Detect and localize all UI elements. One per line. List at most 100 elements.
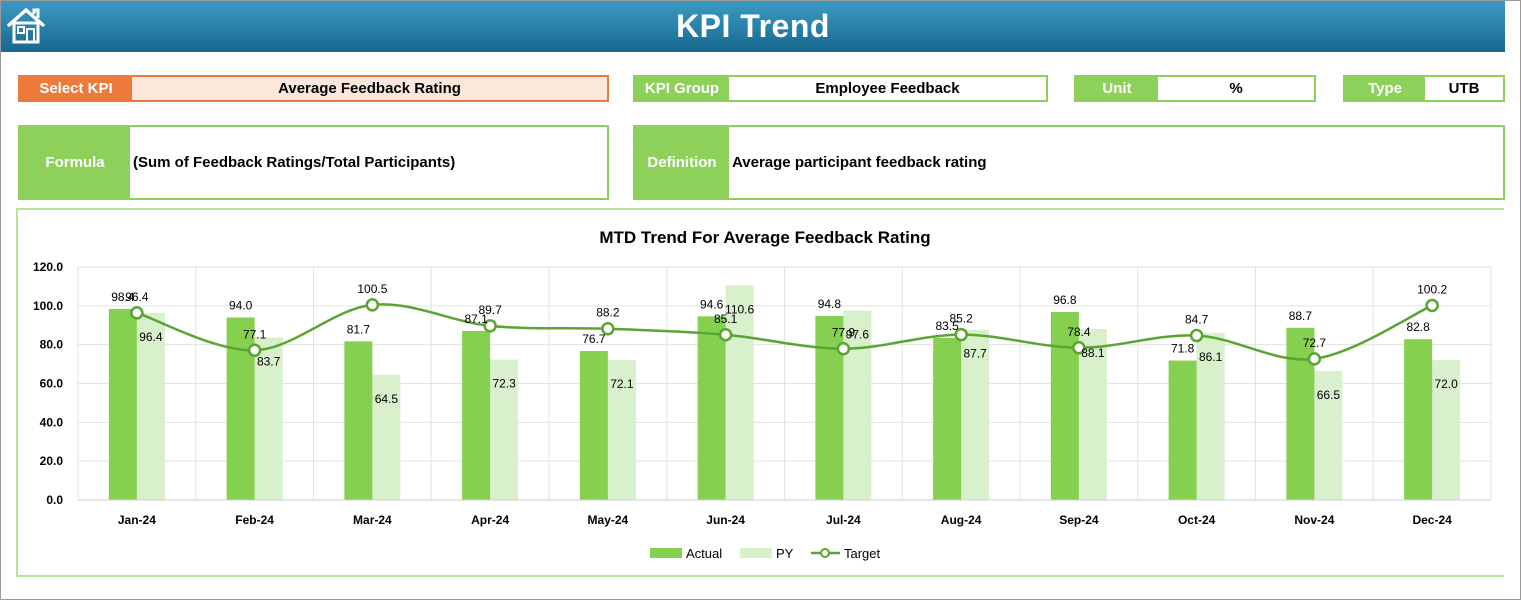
bar-actual (933, 337, 962, 500)
data-label-target: 77.1 (243, 327, 267, 341)
x-tick-label: Dec-24 (1412, 513, 1452, 527)
bar-py (1314, 370, 1343, 500)
target-marker (601, 321, 615, 336)
bar-py (607, 360, 636, 500)
target-marker (365, 298, 380, 312)
definition-label: Definition (635, 127, 729, 198)
target-line (136, 303, 1433, 361)
data-label-py: 96.4 (139, 330, 163, 344)
kpi-group-value: Employee Feedback (815, 80, 960, 97)
unit-field: Unit % (1074, 75, 1316, 102)
data-label-py: 72.0 (1434, 377, 1458, 391)
data-label-target: 78.4 (1067, 325, 1091, 339)
home-icon[interactable] (5, 5, 47, 47)
select-kpi-field[interactable]: Select KPI Average Feedback Rating (18, 75, 609, 102)
unit-value: % (1229, 80, 1243, 97)
data-label-actual: 87.1 (464, 312, 488, 326)
y-tick-label: 60.0 (40, 377, 64, 391)
data-label-py: 97.6 (846, 327, 870, 341)
legend-py-label: PY (776, 546, 794, 561)
data-label-py: 64.5 (375, 392, 399, 406)
legend-target-label: Target (844, 546, 881, 561)
data-label-target: 88.2 (596, 306, 620, 320)
x-tick-label: Jun-24 (706, 513, 745, 527)
kpi-group-field: KPI Group Employee Feedback (633, 75, 1048, 102)
y-tick-label: 80.0 (40, 338, 64, 352)
data-label-actual: 94.8 (818, 297, 842, 311)
x-tick-label: Feb-24 (235, 513, 274, 527)
x-tick-label: May-24 (588, 513, 629, 527)
bar-actual (1168, 360, 1197, 500)
formula-field: Formula (Sum of Feedback Ratings/Total P… (18, 125, 609, 200)
definition-field: Definition Average participant feedback … (633, 125, 1505, 200)
bar-py (1432, 360, 1461, 500)
target-marker (1425, 298, 1439, 313)
target-marker (483, 319, 497, 333)
target-marker (130, 306, 144, 320)
data-label-actual: 94.0 (229, 298, 253, 312)
type-label: Type (1345, 77, 1425, 100)
target-marker (836, 341, 851, 356)
data-label-target: 84.7 (1185, 313, 1209, 327)
bar-py (254, 337, 283, 500)
bar-actual (697, 316, 726, 500)
data-label-actual: 96.8 (1053, 293, 1077, 307)
x-tick-label: Mar-24 (353, 513, 392, 527)
legend-actual-swatch (650, 548, 682, 558)
bar-actual (226, 317, 255, 500)
kpi-group-label: KPI Group (635, 77, 729, 100)
x-tick-label: Aug-24 (941, 513, 982, 527)
target-marker (1189, 328, 1204, 343)
bar-py (961, 329, 990, 500)
y-tick-label: 100.0 (33, 299, 63, 313)
unit-label: Unit (1076, 77, 1158, 100)
y-tick-label: 40.0 (40, 415, 64, 429)
formula-label: Formula (20, 127, 130, 198)
data-label-target: 77.9 (832, 326, 856, 340)
bar-py (490, 359, 519, 500)
x-tick-label: Jan-24 (118, 513, 156, 527)
bar-py (372, 374, 401, 500)
bar-py (725, 285, 754, 500)
data-label-target: 72.7 (1303, 336, 1327, 350)
mtd-trend-chart: MTD Trend For Average Feedback Rating 0.… (33, 228, 1492, 561)
select-kpi-label: Select KPI (20, 77, 132, 100)
legend-actual-label: Actual (686, 546, 722, 561)
x-tick-label: Oct-24 (1178, 513, 1216, 527)
page-title: KPI Trend (676, 8, 830, 44)
data-label-actual: 81.7 (347, 322, 371, 336)
x-tick-label: Sep-24 (1059, 513, 1099, 527)
data-label-py: 66.5 (1317, 388, 1341, 402)
target-marker (954, 327, 968, 342)
bar-py (1196, 332, 1225, 500)
data-label-actual: 83.5 (935, 319, 959, 333)
type-field: Type UTB (1343, 75, 1505, 102)
definition-value: Average participant feedback rating (732, 154, 987, 171)
target-marker (718, 328, 733, 342)
bar-actual (462, 330, 491, 500)
y-tick-label: 120.0 (33, 260, 63, 274)
y-tick-label: 0.0 (46, 493, 63, 507)
data-label-py: 87.7 (963, 347, 987, 361)
x-tick-label: Apr-24 (471, 513, 509, 527)
data-label-py: 83.7 (257, 354, 281, 368)
data-label-actual: 71.8 (1171, 342, 1195, 356)
x-tick-label: Jul-24 (826, 513, 861, 527)
target-marker (1072, 341, 1086, 355)
x-tick-label: Nov-24 (1294, 513, 1334, 527)
type-value: UTB (1448, 80, 1480, 97)
bar-py (1078, 328, 1107, 500)
data-label-target: 85.2 (949, 312, 973, 326)
bar-actual (1050, 312, 1079, 500)
data-label-actual: 94.6 (700, 297, 724, 311)
data-label-actual: 76.7 (582, 332, 606, 346)
formula-value: (Sum of Feedback Ratings/Total Participa… (133, 154, 456, 171)
select-kpi-value[interactable]: Average Feedback Rating (132, 77, 607, 100)
data-label-target: 100.5 (357, 282, 387, 296)
bar-py (843, 310, 872, 500)
data-label-actual: 98.4 (111, 290, 135, 304)
data-label-target: 100.2 (1417, 282, 1447, 296)
bar-actual (579, 351, 608, 500)
legend-py-swatch (740, 548, 772, 558)
target-marker (1307, 352, 1322, 366)
